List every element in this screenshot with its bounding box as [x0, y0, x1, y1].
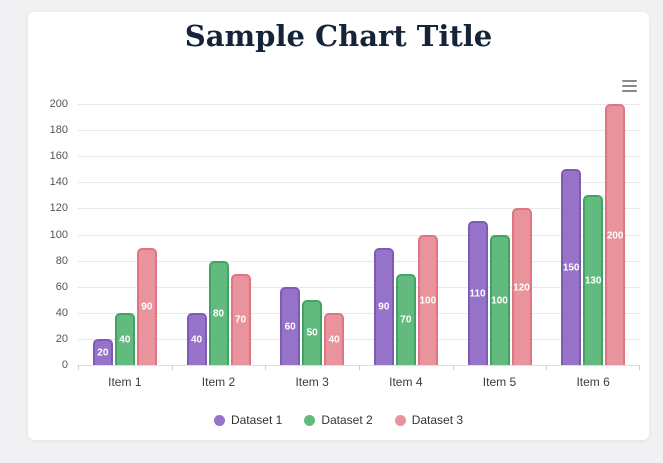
bar-dataset-3-item-4[interactable]: 100	[417, 234, 438, 365]
legend-item-dataset-1[interactable]: Dataset 1	[213, 413, 283, 427]
bar-dataset-2-item-3[interactable]: 50	[302, 299, 323, 365]
gridline	[78, 104, 640, 105]
hamburger-bar	[622, 85, 637, 87]
bar-dataset-3-item-6[interactable]: 200	[605, 104, 626, 365]
bar-dataset-2-item-6[interactable]: 130	[583, 195, 604, 365]
x-tick-label: Item 2	[201, 375, 236, 389]
y-axis: 0 20 40 60 80 100 120 140 160 180 200	[28, 98, 68, 371]
x-axis-tick	[171, 365, 173, 370]
bar-value-label: 40	[190, 334, 203, 346]
x-axis-tick	[639, 365, 640, 370]
gridline	[78, 312, 640, 314]
bar-value-label: 110	[469, 288, 486, 300]
y-tick-label: 120	[49, 202, 68, 215]
legend-item-dataset-2[interactable]: Dataset 2	[304, 413, 373, 427]
x-axis-tick	[265, 365, 267, 370]
x-tick-label: Item 6	[576, 375, 610, 389]
bar-dataset-2-item-2[interactable]: 80	[208, 260, 229, 365]
x-tick-label: Item 4	[389, 375, 423, 389]
bar-value-label: 70	[400, 314, 412, 326]
chart-card: Sample Chart Title 0 20 40 60 80 100 120 140 160…	[28, 12, 649, 440]
bar-value-label: 200	[606, 230, 624, 241]
bar-dataset-3-item-5[interactable]: 120	[511, 208, 532, 365]
x-tick-label: Item 3	[295, 375, 329, 389]
bar-value-label: 40	[328, 334, 340, 346]
bar-value-label: 90	[141, 301, 153, 313]
x-tick-label: Item 5	[482, 375, 517, 389]
bar-value-label: 100	[419, 295, 437, 307]
bar-value-label: 150	[562, 262, 580, 274]
bar-dataset-1-item-3[interactable]: 60	[280, 286, 301, 365]
y-tick-label: 0	[61, 359, 68, 371]
bar-dataset-3-item-1[interactable]: 90	[136, 247, 157, 365]
gridline	[78, 234, 640, 236]
y-tick-label: 160	[49, 150, 68, 163]
bar-dataset-1-item-6[interactable]: 150	[561, 169, 582, 365]
y-tick-label: 20	[55, 332, 68, 345]
legend-swatch-icon	[394, 414, 406, 426]
bar-dataset-3-item-2[interactable]: 70	[230, 273, 251, 365]
bar-value-label: 120	[513, 282, 530, 294]
bar-dataset-3-item-3[interactable]: 40	[324, 312, 345, 365]
bar-value-label: 20	[97, 347, 109, 359]
y-tick-label: 180	[49, 124, 68, 137]
gridline	[78, 338, 640, 340]
y-tick-label: 140	[49, 176, 68, 189]
bar-dataset-1-item-2[interactable]: 40	[186, 312, 207, 365]
bar-value-label: 130	[584, 275, 602, 287]
gridline	[78, 208, 640, 210]
legend-label: Dataset 3	[411, 413, 464, 427]
x-axis-tick	[452, 365, 454, 370]
bar-dataset-2-item-5[interactable]: 100	[489, 234, 510, 365]
gridline	[78, 260, 640, 262]
x-tick-label: Item 1	[108, 375, 142, 389]
bar-value-label: 80	[212, 308, 225, 320]
hamburger-bar	[622, 80, 637, 82]
x-axis-tick	[359, 365, 360, 370]
legend-label: Dataset 1	[230, 413, 283, 427]
bar-dataset-1-item-1[interactable]: 20	[92, 338, 113, 365]
bar-value-label: 100	[491, 295, 508, 307]
bar-chart: 0 20 40 60 80 100 120 140 160 180 200 20 40 90 40 80 70…	[28, 98, 649, 404]
chart-title: Sample Chart Title	[184, 19, 493, 53]
bar-value-label: 40	[119, 334, 131, 346]
gridline	[78, 286, 640, 288]
legend: Dataset 1 Dataset 2 Dataset 3	[28, 413, 649, 427]
legend-label: Dataset 2	[321, 413, 373, 427]
bar-value-label: 70	[234, 314, 247, 326]
y-tick-label: 100	[49, 228, 68, 241]
bar-dataset-2-item-4[interactable]: 70	[395, 273, 416, 365]
x-axis: Item 1 Item 2 Item 3 Item 4 Item 5 Item 6	[78, 375, 640, 391]
bar-dataset-2-item-1[interactable]: 40	[114, 312, 135, 365]
legend-item-dataset-3[interactable]: Dataset 3	[394, 413, 464, 427]
bar-dataset-1-item-5[interactable]: 110	[467, 221, 488, 365]
gridline	[78, 130, 640, 132]
y-tick-label: 40	[55, 306, 68, 319]
plot-area: 20 40 90 40 80 70 60 50 40 90 70 100 110 100 120 150 130…	[78, 104, 640, 370]
bar-value-label: 50	[306, 327, 318, 339]
y-tick-label: 80	[55, 254, 68, 267]
hamburger-menu-icon[interactable]	[622, 80, 637, 92]
bar-dataset-1-item-4[interactable]: 90	[373, 247, 394, 365]
bar-value-label: 90	[378, 301, 390, 313]
y-tick-label: 60	[55, 280, 68, 293]
gridline	[78, 156, 640, 158]
x-axis-tick	[78, 365, 79, 370]
bar-value-label: 60	[284, 321, 296, 333]
legend-swatch-icon	[213, 414, 225, 426]
y-tick-label: 200	[49, 98, 68, 110]
hamburger-bar	[622, 90, 637, 92]
gridline	[78, 182, 640, 184]
legend-swatch-icon	[304, 414, 316, 426]
x-axis-tick	[546, 365, 548, 370]
